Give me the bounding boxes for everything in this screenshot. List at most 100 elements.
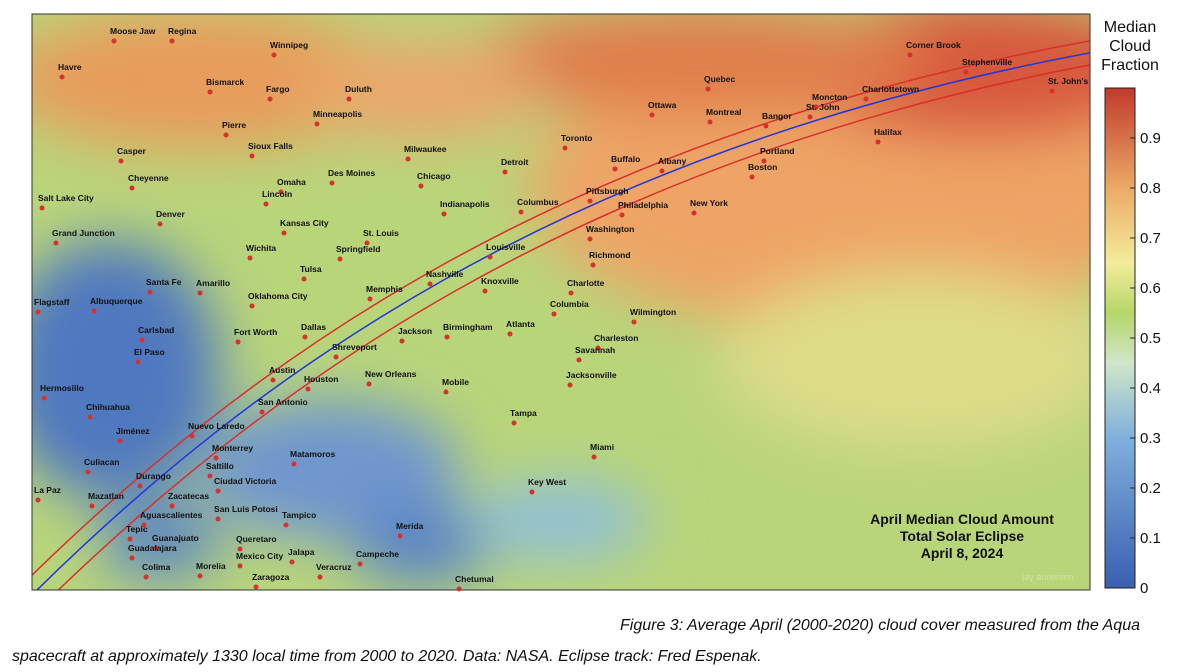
city-label: San Luis Potosi [214, 504, 278, 514]
city-dot [649, 112, 655, 118]
city-label: Columbus [517, 197, 559, 207]
colorbar-tick-label: 0.4 [1140, 380, 1161, 397]
colorbar-tick-label: 0.8 [1140, 180, 1161, 197]
city-dot [153, 545, 159, 551]
city-label: Saltillo [206, 461, 234, 471]
city-label: Montreal [706, 107, 741, 117]
city-dot [35, 309, 41, 315]
city-dot [237, 546, 243, 552]
city-label: Zaragoza [252, 572, 290, 582]
city-dot [659, 168, 665, 174]
city-label: La Paz [34, 485, 61, 495]
city-label: St. John [806, 102, 840, 112]
city-dot [215, 488, 221, 494]
city-dot [444, 334, 450, 340]
city-label: Casper [117, 146, 147, 156]
city-label: Ciudad Victoria [214, 476, 276, 486]
city-label: San Antonio [258, 397, 308, 407]
credit: jay anderson [1021, 572, 1074, 582]
city-label: Morelia [196, 561, 226, 571]
city-label: Washington [586, 224, 634, 234]
colorbar-tick-label: 0.1 [1140, 530, 1161, 547]
colorbar-tick-label: 0.7 [1140, 230, 1161, 247]
city-dot [129, 555, 135, 561]
city-label: Omaha [277, 177, 306, 187]
city-label: Milwaukee [404, 144, 447, 154]
city-label: Buffalo [611, 154, 640, 164]
city-dot [247, 255, 253, 261]
city-label: Chicago [417, 171, 451, 181]
city-label: Louisville [486, 242, 525, 252]
city-label: Corner Brook [906, 40, 961, 50]
city-label: Moncton [812, 92, 847, 102]
city-label: Pierre [222, 120, 246, 130]
city-label: Tampa [510, 408, 537, 418]
city-dot [587, 236, 593, 242]
city-label: El Paso [134, 347, 165, 357]
city-dot [197, 573, 203, 579]
city-dot [169, 38, 175, 44]
city-dot [283, 522, 289, 528]
city-dot [568, 290, 574, 296]
city-label: Stephenville [962, 57, 1012, 67]
city-dot [333, 354, 339, 360]
colorbar-tick-label: 0 [1140, 580, 1148, 597]
city-label: Austin [269, 365, 295, 375]
colorbar-tick-label: 0.3 [1140, 430, 1161, 447]
city-label: Portland [760, 146, 794, 156]
city-label: Flagstaff [34, 297, 70, 307]
city-label: Mobile [442, 377, 469, 387]
city-dot [317, 574, 323, 580]
city-dot [143, 574, 149, 580]
city-label: Zacatecas [168, 491, 209, 501]
city-label: Durango [136, 471, 171, 481]
city-label: Winnipeg [270, 40, 308, 50]
city-dot [813, 104, 819, 110]
city-dot [567, 382, 573, 388]
city-dot [213, 455, 219, 461]
city-dot [207, 473, 213, 479]
city-dot [215, 516, 221, 522]
city-dot [267, 96, 273, 102]
city-dot [235, 339, 241, 345]
city-label: Birmingham [443, 322, 493, 332]
figure: Moose Jaw Regina Winnipeg Havre Bismarck Farg… [31, 13, 1161, 597]
city-label: Wichita [246, 243, 276, 253]
city-label: Monterrey [212, 443, 253, 453]
colorbar-tick-label: 0.5 [1140, 330, 1161, 347]
city-dot [141, 522, 147, 528]
caption: Figure 3: Average April (2000-2020) clou… [12, 617, 1140, 665]
city-label: Indianapolis [440, 199, 490, 209]
city-label: Jalapa [288, 547, 315, 557]
city-dot [41, 395, 47, 401]
city-dot [397, 533, 403, 539]
city-label: Charleston [594, 333, 638, 343]
city-dot [456, 586, 462, 592]
city-dot [189, 433, 195, 439]
city-label: Oklahoma City [248, 291, 308, 301]
city-dot [91, 308, 97, 314]
city-dot [197, 290, 203, 296]
city-label: Wilmington [630, 307, 676, 317]
city-dot [118, 158, 124, 164]
city-label: Campeche [356, 549, 399, 559]
city-label: Duluth [345, 84, 372, 94]
city-label: Sioux Falls [248, 141, 293, 151]
city-label: Denver [156, 209, 186, 219]
city-dot [281, 230, 287, 236]
city-label: Des Moines [328, 168, 376, 178]
city-dot [314, 121, 320, 127]
city-label: Bangor [762, 111, 792, 121]
city-label: Matamoros [290, 449, 336, 459]
city-label: Bismarck [206, 77, 245, 87]
city-label: Moose Jaw [110, 26, 156, 36]
city-dot [59, 74, 65, 80]
city-label: Queretaro [236, 534, 277, 544]
city-label: Lincoln [262, 189, 292, 199]
city-label: Key West [528, 477, 566, 487]
city-label: Toronto [561, 133, 592, 143]
city-label: Hermosillo [40, 383, 84, 393]
city-label: Colima [142, 562, 171, 572]
city-dot [129, 185, 135, 191]
